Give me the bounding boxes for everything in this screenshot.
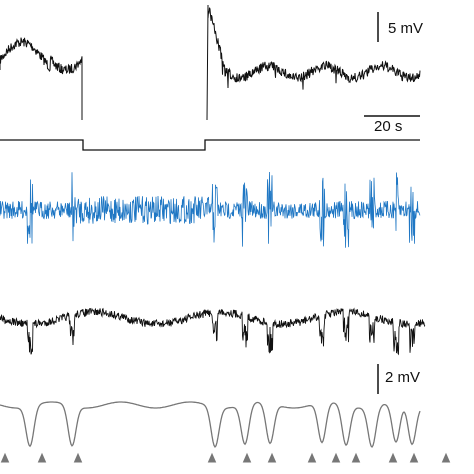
event-marker [242, 452, 252, 463]
traces [0, 4, 426, 449]
membrane-trace [0, 4, 421, 121]
event-marker [207, 452, 217, 463]
extracellular-trace [0, 171, 421, 248]
time-scale-label: 20 s [374, 118, 402, 135]
envelope-trace [0, 401, 421, 449]
event-marker [388, 452, 398, 463]
event-marker [0, 452, 10, 463]
event-marker [37, 452, 47, 463]
event-marker [73, 452, 83, 463]
stimulus-trace [0, 139, 420, 151]
event-marker [267, 452, 277, 463]
event-marker [351, 452, 361, 463]
event-marker [409, 452, 419, 463]
event-marker [441, 452, 451, 463]
event-marker [307, 452, 317, 463]
lfp-trace [0, 307, 426, 356]
voltage-scale-label: 2 mV [385, 369, 420, 386]
event-markers [0, 452, 451, 463]
event-marker [331, 452, 341, 463]
voltage-scale-label: 5 mV [388, 20, 423, 37]
